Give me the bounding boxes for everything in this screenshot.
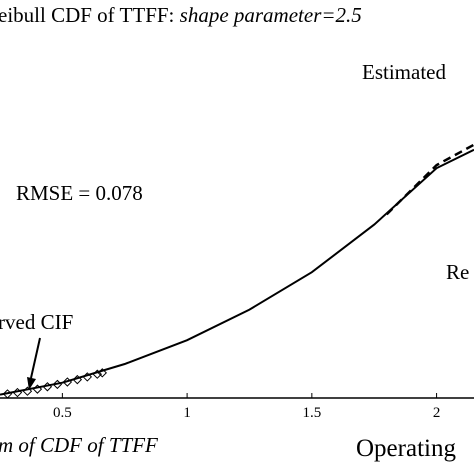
marker [52, 379, 63, 390]
series-line [385, 143, 474, 216]
marker [12, 387, 23, 398]
marker [82, 372, 93, 382]
x-tick-label: 1.5 [302, 405, 321, 421]
annotation: Estimated [362, 60, 446, 84]
marker [92, 369, 103, 379]
x-axis-label: Operating [356, 435, 456, 462]
chart-title: eibull CDF of TTFF: shape parameter=2.5 [0, 3, 362, 27]
x-axis-label: m of CDF of TTFF [0, 433, 158, 457]
marker [2, 389, 13, 399]
x-tick-label: 0.5 [53, 405, 72, 421]
marker [22, 386, 33, 396]
annotation: rved CIF [0, 310, 73, 334]
x-tick-label: 1 [183, 405, 191, 421]
marker [62, 377, 73, 387]
title-text: eibull CDF of TTFF: [0, 3, 180, 27]
annotation: RMSE = 0.078 [16, 181, 143, 205]
arrow [30, 337, 41, 379]
marker [97, 368, 107, 378]
marker [72, 374, 83, 385]
arrow-head [27, 377, 36, 390]
marker [32, 384, 43, 394]
marker [42, 382, 53, 392]
annotation: Re [446, 260, 469, 284]
title-italic: shape parameter=2.5 [180, 3, 362, 27]
x-tick-label: 2 [433, 405, 441, 421]
